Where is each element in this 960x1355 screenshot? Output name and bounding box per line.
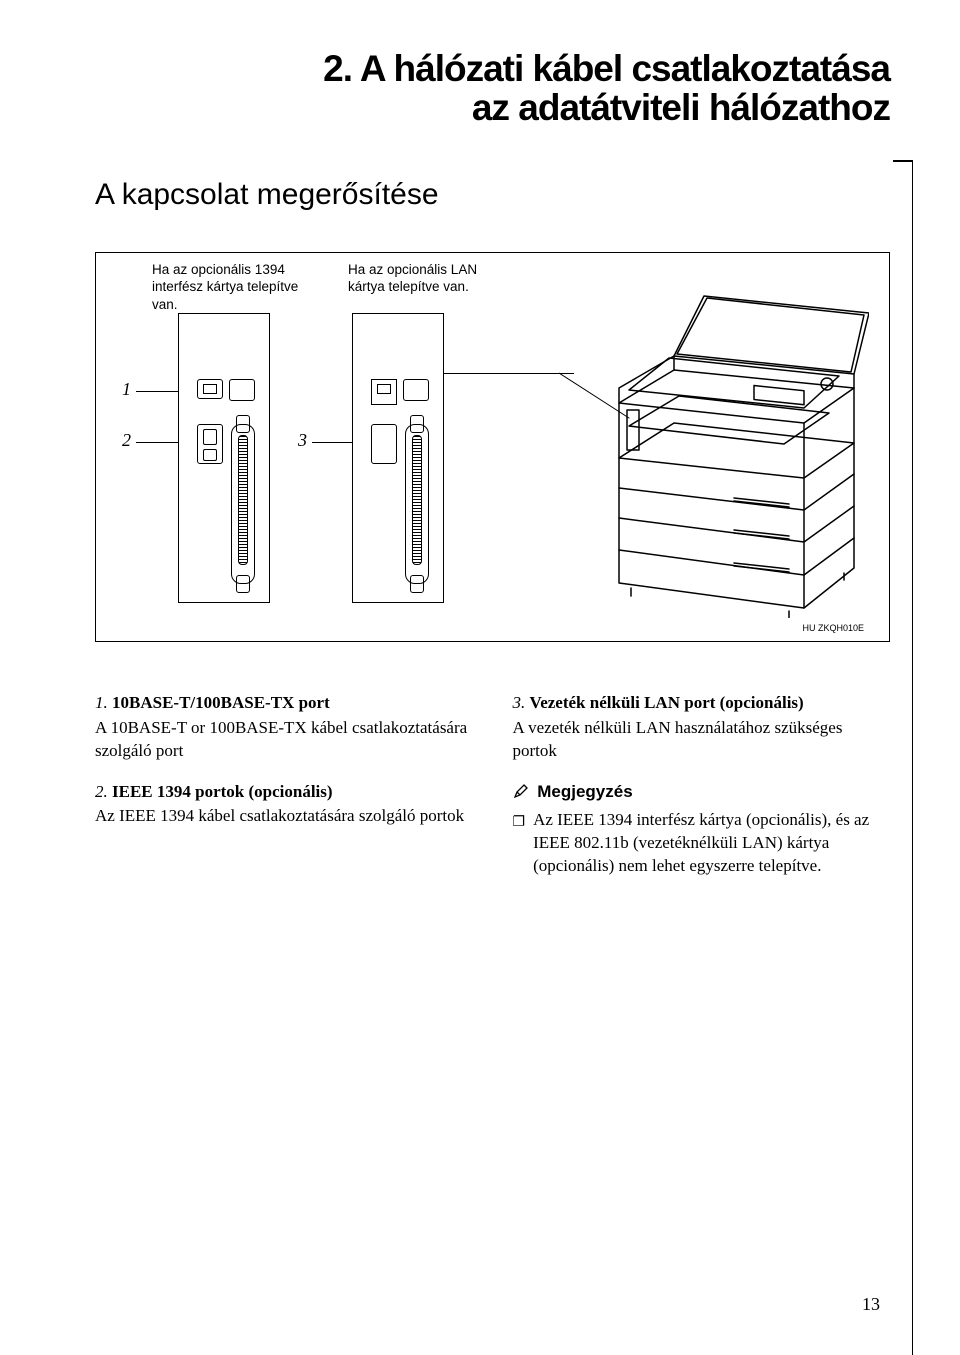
diagram-caption-left: Ha az opcionális 1394 interfész kártya t… xyxy=(152,261,302,314)
section-title: A kapcsolat megerősítése xyxy=(95,178,890,212)
port-wlan-lan xyxy=(371,379,397,405)
note-body-text: Az IEEE 1394 interfész kártya (opcionáli… xyxy=(533,809,890,878)
chapter-title-line1: A hálózati kábel csatlakoztatása xyxy=(360,48,890,89)
port-inner-2a xyxy=(203,429,217,445)
port-inner-3 xyxy=(377,384,391,394)
item-1-num: 1. xyxy=(95,693,108,712)
port-inner-2b xyxy=(203,449,217,461)
diagram-label-1: 1 xyxy=(122,379,131,400)
chapter-number: 2. xyxy=(323,48,352,89)
panel-right xyxy=(352,313,444,603)
parallel-bot-right xyxy=(410,575,424,593)
port-wlan xyxy=(371,424,397,464)
item-3: 3. Vezeték nélküli LAN port (opcionális)… xyxy=(513,692,891,763)
diagram-label-2: 2 xyxy=(122,430,131,451)
panel-left xyxy=(178,313,270,603)
port-1394-lan xyxy=(197,379,223,399)
parallel-port-left xyxy=(231,424,255,584)
chapter-title: 2. A hálózati kábel csatlakoztatása az a… xyxy=(95,50,890,128)
diagram-label-3: 3 xyxy=(298,430,307,451)
diagram-caption-right: Ha az opcionális LAN kártya telepítve va… xyxy=(348,261,498,296)
page-content: 2. A hálózati kábel csatlakoztatása az a… xyxy=(0,0,960,1355)
parallel-port-right xyxy=(405,424,429,584)
item-2-title: IEEE 1394 portok (opcionális) xyxy=(112,782,333,801)
port-inner-1 xyxy=(203,384,217,394)
port-top-right-r xyxy=(403,379,429,401)
pencil-icon xyxy=(513,782,534,801)
item-2: 2. IEEE 1394 portok (opcionális) Az IEEE… xyxy=(95,781,473,829)
diagram: Ha az opcionális 1394 interfész kártya t… xyxy=(95,252,890,642)
chapter-title-line2: az adatátviteli hálózathoz xyxy=(472,87,890,128)
note-body: ❐ Az IEEE 1394 interfész kártya (opcioná… xyxy=(513,809,891,878)
parallel-inner-right xyxy=(412,435,422,565)
body-columns: 1. 10BASE-T/100BASE-TX port A 10BASE-T o… xyxy=(95,692,890,879)
callout-line xyxy=(444,373,574,374)
item-3-num: 3. xyxy=(513,693,526,712)
item-1-title: 10BASE-T/100BASE-TX port xyxy=(112,693,330,712)
port-1394-a xyxy=(197,424,223,464)
parallel-top-right xyxy=(410,415,424,433)
column-left: 1. 10BASE-T/100BASE-TX port A 10BASE-T o… xyxy=(95,692,473,879)
copier-illustration xyxy=(559,288,869,618)
note-bullet-icon: ❐ xyxy=(513,812,526,878)
diagram-image-code: HU ZKQH010E xyxy=(802,623,864,633)
parallel-inner-left xyxy=(238,435,248,565)
item-2-num: 2. xyxy=(95,782,108,801)
item-1-body: A 10BASE-T or 100BASE-TX kábel csatlakoz… xyxy=(95,717,473,763)
item-1: 1. 10BASE-T/100BASE-TX port A 10BASE-T o… xyxy=(95,692,473,763)
note-header-text: Megjegyzés xyxy=(537,782,632,801)
item-3-title: Vezeték nélküli LAN port (opcionális) xyxy=(530,693,804,712)
column-right: 3. Vezeték nélküli LAN port (opcionális)… xyxy=(513,692,891,879)
page-number: 13 xyxy=(862,1294,880,1315)
parallel-top-left xyxy=(236,415,250,433)
parallel-bot-left xyxy=(236,575,250,593)
item-2-body: Az IEEE 1394 kábel csatlakoztatására szo… xyxy=(95,805,473,828)
port-top-right-l xyxy=(229,379,255,401)
note-header: Megjegyzés xyxy=(513,781,891,804)
item-3-body: A vezeték nélküli LAN használatához szük… xyxy=(513,717,891,763)
